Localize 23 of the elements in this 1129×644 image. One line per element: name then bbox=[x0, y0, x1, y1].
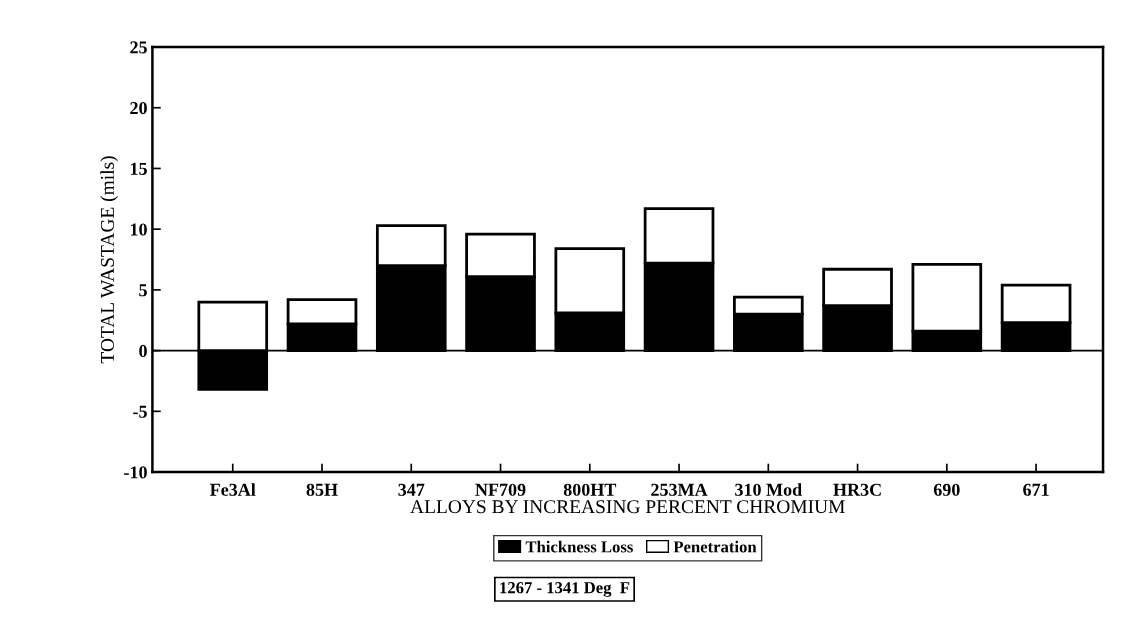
x-tick-label: 310 Mod bbox=[735, 483, 802, 496]
x-tick-label: 347 bbox=[398, 483, 425, 496]
x-tick-label: 690 bbox=[933, 483, 960, 496]
y-tick-label: 0 bbox=[139, 344, 147, 358]
y-axis-title: TOTAL WASTAGE (mils) bbox=[100, 156, 118, 364]
text: 1267 - 1341 Deg F bbox=[500, 582, 630, 597]
y-tick-label: 10 bbox=[130, 223, 147, 236]
x-tick-label: 671 bbox=[1023, 483, 1049, 496]
x-tick-label: Fe3Al bbox=[209, 483, 256, 496]
y-tick-label: 5 bbox=[139, 284, 147, 297]
x-tick-label: NF709 bbox=[475, 483, 526, 496]
y-tick-label: 20 bbox=[130, 101, 147, 115]
x-tick-label: 85H bbox=[306, 483, 338, 496]
x-tick-label: 253MA bbox=[651, 483, 708, 496]
y-tick-label: 15 bbox=[130, 162, 147, 175]
legend-label: Thickness Loss bbox=[525, 540, 633, 553]
x-tick-label: 800HT bbox=[563, 483, 617, 496]
x-tick-label: HR3C bbox=[833, 483, 881, 496]
y-tick-label: -10 bbox=[124, 466, 147, 479]
legend-label: Penetration bbox=[673, 540, 757, 553]
y-tick-label: -5 bbox=[133, 405, 147, 418]
x-axis-title: ALLOYS BY INCREASING PERCENT CHROMIUM bbox=[410, 500, 845, 514]
y-tick-label: 25 bbox=[130, 41, 147, 54]
